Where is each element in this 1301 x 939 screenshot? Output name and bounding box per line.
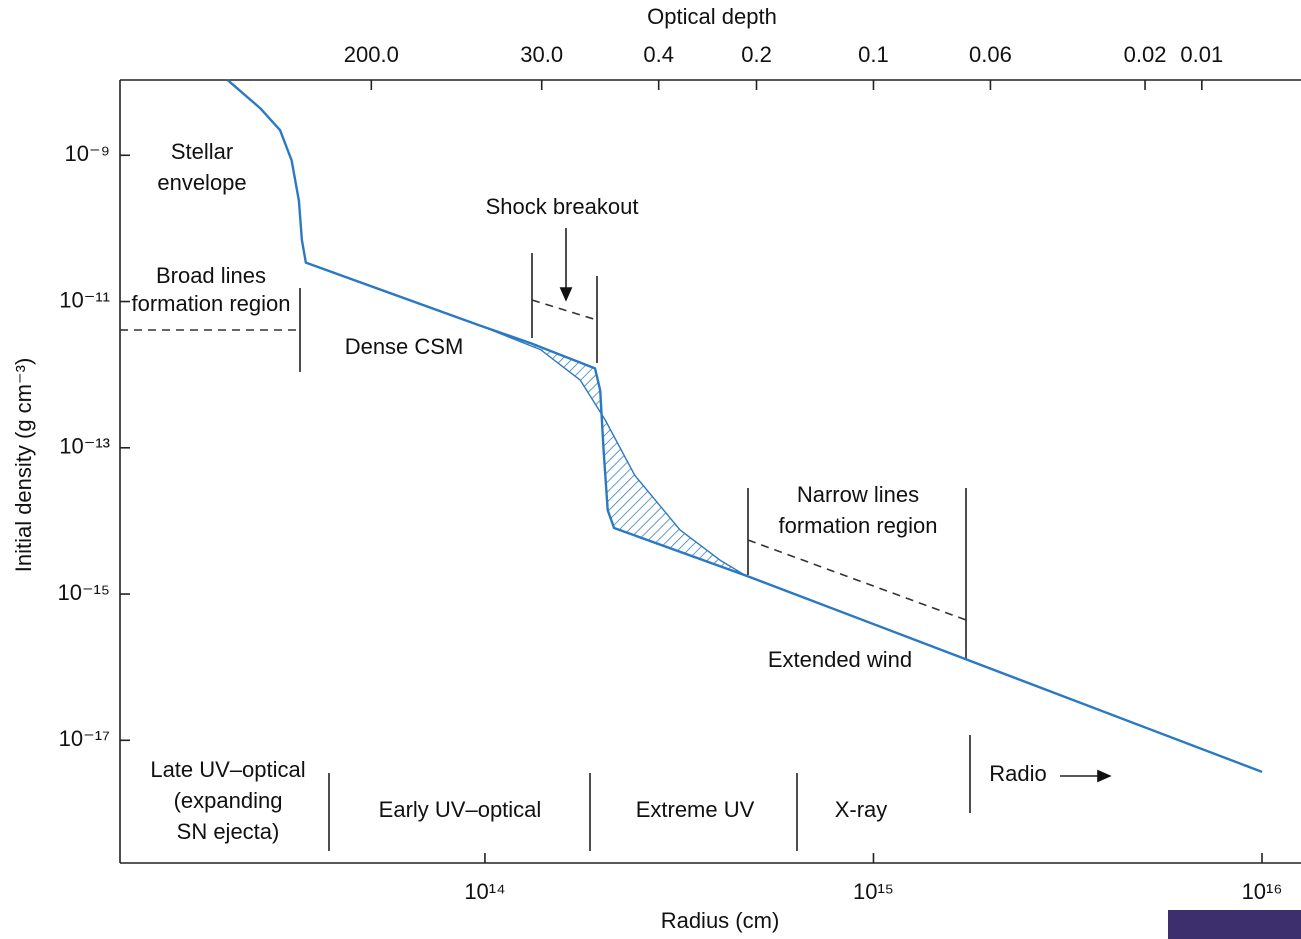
- top-tick-label: 0.02: [1124, 42, 1167, 67]
- y-tick-label: 10⁻⁹: [64, 141, 110, 166]
- annotation: Dense CSM: [345, 334, 464, 359]
- annotation: (expanding: [174, 788, 283, 813]
- density-curve: [479, 324, 746, 576]
- annotation: Broad lines: [156, 263, 266, 288]
- x-axis-title: Radius (cm): [661, 908, 780, 933]
- annotation: X-ray: [835, 797, 888, 822]
- density-curve: [227, 79, 1263, 774]
- annotation: formation region: [132, 291, 291, 316]
- x-tick-label: 10¹⁵: [853, 879, 894, 904]
- annotation: formation region: [779, 513, 938, 538]
- narrow-lines-dash: [747, 539, 967, 621]
- shock-dash: [531, 299, 598, 321]
- y-tick-label: 10⁻¹⁷: [59, 726, 110, 751]
- x-tick-label: 10¹⁴: [464, 879, 505, 904]
- x-tick-label: 10¹⁶: [1242, 879, 1283, 904]
- annotation: Extended wind: [768, 647, 912, 672]
- region-markers: [120, 228, 1112, 851]
- annotation: Narrow lines: [797, 482, 919, 507]
- corner-thumbnail: [1168, 910, 1301, 939]
- annotation: Late UV–optical: [150, 757, 305, 782]
- annotation: envelope: [157, 170, 246, 195]
- top-tick-label: 30.0: [520, 42, 563, 67]
- top-tick-label: 0.2: [741, 42, 772, 67]
- plot-frame: [119, 79, 1301, 864]
- top-tick-label: 0.06: [969, 42, 1012, 67]
- top-tick-label: 0.1: [858, 42, 889, 67]
- y-tick-label: 10⁻¹³: [59, 434, 110, 459]
- annotation: Radio: [989, 761, 1046, 786]
- annotation: Extreme UV: [636, 797, 755, 822]
- annotation: Early UV–optical: [379, 797, 542, 822]
- annotation: Shock breakout: [486, 194, 639, 219]
- top-tick-label: 0.01: [1180, 42, 1223, 67]
- top-axis-title: Optical depth: [647, 4, 777, 29]
- y-tick-label: 10⁻¹⁵: [57, 580, 110, 605]
- top-tick-label: 0.4: [643, 42, 674, 67]
- y-axis-title: Initial density (g cm⁻³): [11, 358, 36, 573]
- hatched-region: [479, 325, 745, 576]
- annotation: Stellar: [171, 139, 233, 164]
- y-tick-label: 10⁻¹¹: [59, 287, 110, 312]
- top-tick-label: 200.0: [344, 42, 399, 67]
- annotation: SN ejecta): [177, 819, 280, 844]
